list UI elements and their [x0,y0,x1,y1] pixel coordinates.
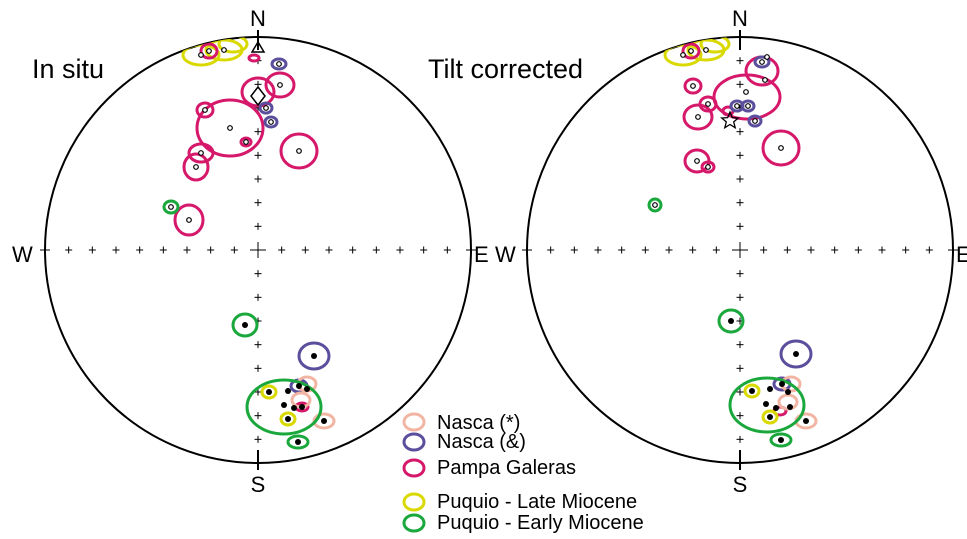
ellipse-puquio-late [279,411,297,427]
west-label: W [495,242,516,267]
ellipse-pampa-galeras [173,203,205,237]
south-label: S [251,472,266,497]
ellipse-pampa-galeras [182,152,210,182]
legend-label: Puquio - Late Miocene [437,491,637,513]
ellipse-nasca-amp [779,339,813,369]
ellipse-pampa-galeras [199,42,219,60]
legend-label: Puquio - Early Miocene [437,512,644,534]
legend-item: Nasca (&) [402,431,526,453]
panel-title-tilt-corrected: Tilt corrected [428,54,583,84]
site-means-in-situ [162,37,336,450]
ellipse-pampa-galeras [681,42,701,60]
ellipse-pampa-galeras [683,77,703,95]
star-marker [720,110,740,130]
south-label: S [733,472,748,497]
ellipse-pampa-galeras [247,53,261,63]
west-label: W [12,242,33,267]
ellipse-puquio-early [717,308,745,334]
legend-swatch [402,412,426,432]
ellipse-puquio-late [217,37,249,54]
ellipse-puquio-late [699,37,731,54]
east-label: E [956,242,967,267]
ellipse-nasca-amp [258,101,274,115]
ellipse-puquio-early [769,432,793,448]
ellipse-puquio-late [743,383,761,399]
stereonet-tilt-corrected [522,30,958,470]
legend-item: Nasca (*) [402,412,520,434]
panel-title-in-situ: In situ [32,54,104,84]
ellipse-pampa-galeras [712,73,782,121]
ellipse-nasca-amp [270,57,288,71]
legend-swatch [402,432,426,452]
ellipse-pampa-galeras [195,101,215,119]
ellipse-puquio-early [647,197,663,213]
ellipse-pampa-galeras [264,71,296,99]
ellipse-puquio-early [231,312,259,338]
ellipse-pampa-galeras [698,95,718,113]
ellipse-puquio-early [728,376,806,434]
legend-item: Puquio - Early Miocene [402,512,644,534]
ellipse-pampa-galeras [187,142,215,164]
ellipse-puquio-early [286,434,310,450]
east-label: E [474,242,489,267]
diamond-marker [250,85,266,107]
lower-hemisphere-points [728,318,809,443]
upper-hemisphere-points [168,47,302,223]
ellipse-pampa-galeras [761,129,801,167]
ellipse-pampa-galeras [279,132,319,170]
ellipse-pampa-galeras [682,103,714,131]
stereonet-in-situ [40,30,476,470]
ellipse-puquio-late [260,384,278,400]
ellipse-pampa-galeras [700,160,716,174]
legend-label: Nasca (&) [437,431,526,453]
legend: Nasca (*) Nasca (&) Pampa Galeras Puquio… [402,412,644,534]
ellipse-nasca-amp [753,55,771,69]
legend-item: Puquio - Late Miocene [402,491,637,513]
ellipse-pampa-galeras [239,136,253,148]
ellipse-puquio-early [245,378,323,436]
legend-swatch [402,513,426,533]
ellipse-pampa-galeras [195,98,265,158]
north-label: N [732,6,748,31]
ellipse-nasca-amp [297,341,331,371]
legend-label: Nasca (*) [437,412,520,434]
axis-ticks [522,57,958,443]
legend-label: Pampa Galeras [437,457,576,479]
upper-hemisphere-points [652,47,784,208]
ellipse-nasca-amp [747,114,763,128]
triangle-marker [250,40,266,53]
ellipse-puquio-late [761,409,779,425]
site-means-tilt-corrected [647,37,818,448]
ellipse-puquio-late [663,43,703,67]
legend-item: Pampa Galeras [402,457,576,479]
legend-swatch [402,492,426,512]
legend-swatch [402,458,426,478]
ellipse-nasca-amp [740,99,756,113]
ellipse-nasca-amp [263,115,279,129]
ellipse-puquio-late [181,43,221,67]
ellipse-puquio-early [162,199,180,215]
lower-hemisphere-points [242,322,327,445]
north-label: N [250,6,266,31]
